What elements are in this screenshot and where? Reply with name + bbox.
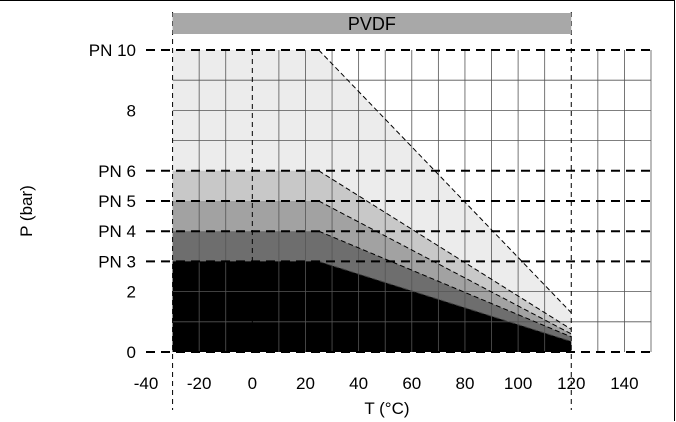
area-pn-3 — [172, 261, 572, 352]
x-axis-label: T (°C) — [364, 399, 409, 418]
x-tick-labels: -40 -20 0 20 40 60 80 100 120 140 — [134, 374, 639, 393]
material-banner-bar — [172, 13, 572, 34]
y-axis-label: P (bar) — [17, 185, 36, 237]
material-banner: PVDF — [172, 13, 572, 34]
curve-pn-4 — [318, 230, 572, 338]
curve-pn-10 — [318, 49, 572, 314]
grid-lines — [172, 12, 652, 410]
x-tick-label: -40 — [134, 374, 159, 393]
curve-pn-3 — [318, 260, 572, 342]
derating-curves — [318, 49, 572, 342]
x-tick-label: 40 — [349, 374, 368, 393]
x-tick-label: 100 — [504, 374, 532, 393]
y-tick-label: PN 4 — [98, 222, 136, 241]
y-tick-labels: PN 10 8 PN 6 PN 5 PN 4 PN 3 2 0 — [89, 41, 136, 362]
x-tick-label: -20 — [187, 374, 212, 393]
y-tick-label: 0 — [127, 343, 136, 362]
y-tick-label: PN 3 — [98, 252, 136, 271]
x-tick-label: 140 — [610, 374, 638, 393]
y-tick-label: 2 — [127, 283, 136, 302]
chart-title: PVDF — [348, 14, 396, 34]
y-tick-label: PN 5 — [98, 192, 136, 211]
pn-reference-lines — [146, 49, 651, 353]
x-tick-label: 60 — [402, 374, 421, 393]
x-tick-label: 0 — [248, 374, 257, 393]
x-tick-label: 120 — [557, 374, 585, 393]
y-tick-label: 8 — [127, 101, 136, 120]
x-tick-label: 80 — [455, 374, 474, 393]
x-tick-label: 20 — [296, 374, 315, 393]
curve-pn-6 — [318, 170, 572, 330]
y-tick-label: PN 10 — [89, 41, 136, 60]
y-tick-label: PN 6 — [98, 162, 136, 181]
